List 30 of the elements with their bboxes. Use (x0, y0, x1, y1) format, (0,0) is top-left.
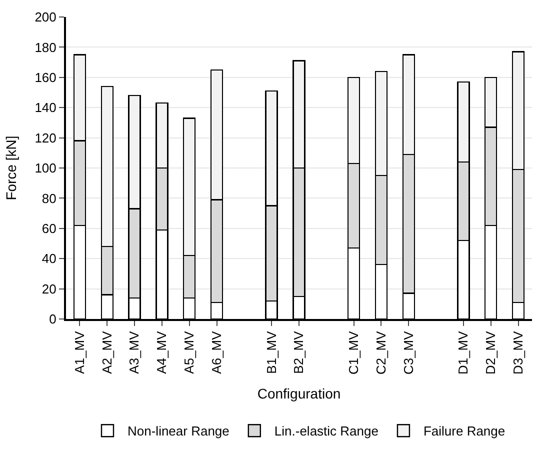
x-tick-label: D1_MV (456, 330, 471, 375)
x-tick-label: A6_MV (208, 330, 224, 374)
y-tick-label: 20 (42, 281, 56, 296)
x-tick-label: A3_MV (126, 330, 142, 374)
legend-label: Lin.-elastic Range (274, 424, 378, 439)
y-tick-label: 100 (34, 160, 56, 176)
y-tick-label: 200 (34, 10, 56, 25)
x-axis-title: Configuration (257, 385, 341, 402)
y-tick-label: 140 (34, 100, 56, 116)
x-tick-label: A4_MV (154, 330, 170, 374)
x-tick-label: D3_MV (510, 330, 526, 375)
x-tick-label: A2_MV (99, 330, 114, 374)
x-tick-label: A1_MV (72, 330, 87, 374)
x-tick-label: D2_MV (483, 330, 498, 375)
y-tick-label: 160 (34, 70, 56, 85)
x-tick-label: B1_MV (264, 330, 279, 374)
legend-label: Failure Range (423, 424, 506, 439)
y-tick-label: 180 (34, 40, 56, 55)
legend-label: Non-linear Range (128, 424, 230, 439)
x-tick-label: C1_MV (346, 330, 362, 375)
y-tick-label: 120 (34, 130, 56, 146)
x-tick-label: A5_MV (182, 330, 197, 374)
x-tick-label: C3_MV (400, 330, 416, 375)
y-tick-label: 0 (49, 312, 56, 327)
y-tick-label: 60 (42, 220, 56, 236)
x-tick-label: C2_MV (373, 330, 388, 375)
y-tick-label: 80 (42, 190, 56, 206)
x-tick-label: B2_MV (291, 330, 306, 374)
y-axis-title: Force [kN] (2, 136, 19, 200)
y-tick-label: 40 (42, 251, 56, 266)
